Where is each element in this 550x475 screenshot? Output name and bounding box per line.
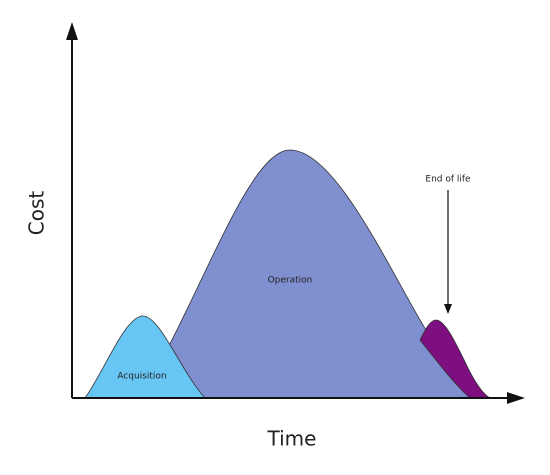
phase-label: End of life bbox=[425, 175, 471, 185]
y-axis-title: Cost bbox=[25, 191, 49, 236]
phase-label: Acquisition bbox=[117, 372, 166, 382]
x-axis-arrow bbox=[507, 392, 525, 404]
pointer-arrow bbox=[444, 304, 452, 314]
end-of-life-area bbox=[419, 319, 492, 399]
y-axis-arrow bbox=[66, 22, 78, 40]
operation-area bbox=[139, 149, 478, 399]
x-axis-title: Time bbox=[267, 427, 317, 451]
acquisition-area bbox=[84, 315, 206, 399]
phase-label: Operation bbox=[268, 276, 313, 286]
